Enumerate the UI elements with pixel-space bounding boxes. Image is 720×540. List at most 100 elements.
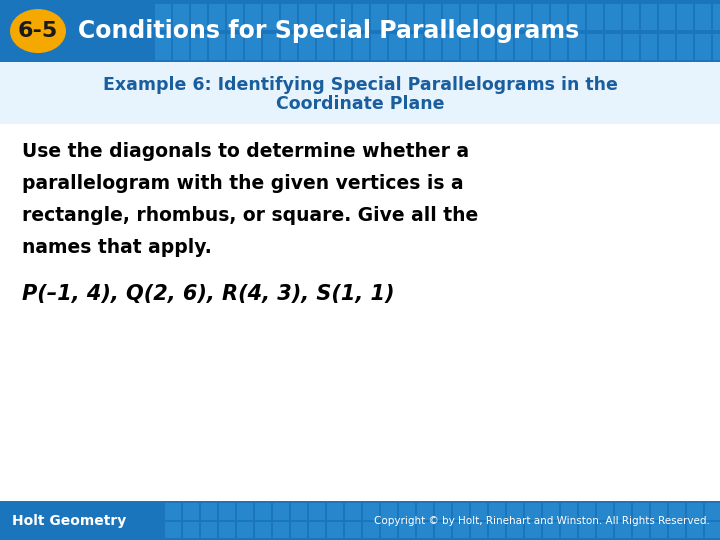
Bar (479, 4, 495, 30)
Bar (633, 503, 649, 519)
Text: parallelogram with the given vertices is a: parallelogram with the given vertices is… (22, 174, 464, 193)
Bar (605, 34, 621, 60)
Bar (245, 34, 261, 60)
Bar (515, 34, 531, 60)
Bar (255, 503, 271, 519)
Bar (633, 522, 649, 538)
Bar (201, 503, 217, 519)
Bar (291, 503, 307, 519)
Bar (281, 4, 297, 30)
Bar (435, 503, 451, 519)
Bar (713, 4, 720, 30)
Bar (507, 522, 523, 538)
Bar (327, 522, 343, 538)
Text: Holt Geometry: Holt Geometry (12, 514, 126, 528)
Bar (281, 34, 297, 60)
Bar (173, 4, 189, 30)
Bar (273, 522, 289, 538)
Bar (533, 34, 549, 60)
Bar (615, 503, 631, 519)
Bar (155, 34, 171, 60)
Bar (597, 522, 613, 538)
Bar (237, 503, 253, 519)
Text: Copyright © by Holt, Rinehart and Winston. All Rights Reserved.: Copyright © by Holt, Rinehart and Winsto… (374, 516, 710, 525)
Text: Conditions for Special Parallelograms: Conditions for Special Parallelograms (78, 19, 580, 43)
Bar (471, 522, 487, 538)
Bar (435, 522, 451, 538)
Bar (659, 4, 675, 30)
Bar (525, 503, 541, 519)
Bar (219, 522, 235, 538)
Bar (371, 34, 387, 60)
Bar (407, 34, 423, 60)
Bar (497, 4, 513, 30)
Bar (453, 503, 469, 519)
Bar (0, 62, 720, 124)
Bar (443, 34, 459, 60)
Bar (525, 522, 541, 538)
Bar (641, 34, 657, 60)
Bar (219, 503, 235, 519)
Bar (191, 4, 207, 30)
Bar (363, 522, 379, 538)
Bar (309, 503, 325, 519)
Bar (461, 34, 477, 60)
Bar (291, 522, 307, 538)
Text: Example 6: Identifying Special Parallelograms in the: Example 6: Identifying Special Parallelo… (102, 76, 618, 94)
Bar (245, 4, 261, 30)
Bar (425, 34, 441, 60)
Bar (317, 34, 333, 60)
Bar (651, 503, 667, 519)
Bar (407, 4, 423, 30)
Bar (615, 522, 631, 538)
Bar (237, 522, 253, 538)
Text: rectangle, rhombus, or square. Give all the: rectangle, rhombus, or square. Give all … (22, 206, 478, 225)
Bar (587, 4, 603, 30)
Bar (489, 522, 505, 538)
Bar (677, 34, 693, 60)
Bar (551, 4, 567, 30)
Text: Use the diagonals to determine whether a: Use the diagonals to determine whether a (22, 142, 469, 161)
Bar (299, 34, 315, 60)
Bar (677, 4, 693, 30)
Bar (309, 522, 325, 538)
Bar (399, 522, 415, 538)
Bar (579, 503, 595, 519)
Bar (165, 503, 181, 519)
Bar (561, 522, 577, 538)
Bar (623, 34, 639, 60)
Bar (0, 501, 720, 540)
Bar (579, 522, 595, 538)
Bar (497, 34, 513, 60)
Bar (695, 34, 711, 60)
Bar (335, 34, 351, 60)
Bar (687, 503, 703, 519)
Bar (713, 34, 720, 60)
Bar (389, 4, 405, 30)
Bar (353, 34, 369, 60)
Bar (597, 503, 613, 519)
Bar (371, 4, 387, 30)
Bar (209, 34, 225, 60)
Bar (191, 34, 207, 60)
Bar (425, 4, 441, 30)
Bar (399, 503, 415, 519)
Bar (659, 34, 675, 60)
Bar (327, 503, 343, 519)
Bar (335, 4, 351, 30)
Bar (587, 34, 603, 60)
Bar (345, 503, 361, 519)
Bar (173, 34, 189, 60)
Bar (417, 522, 433, 538)
Bar (605, 4, 621, 30)
Text: 6-5: 6-5 (18, 21, 58, 41)
Bar (651, 522, 667, 538)
Text: names that apply.: names that apply. (22, 238, 212, 257)
Bar (389, 34, 405, 60)
Bar (273, 503, 289, 519)
Bar (551, 34, 567, 60)
Bar (695, 4, 711, 30)
Ellipse shape (10, 9, 66, 53)
Bar (515, 4, 531, 30)
Bar (183, 503, 199, 519)
